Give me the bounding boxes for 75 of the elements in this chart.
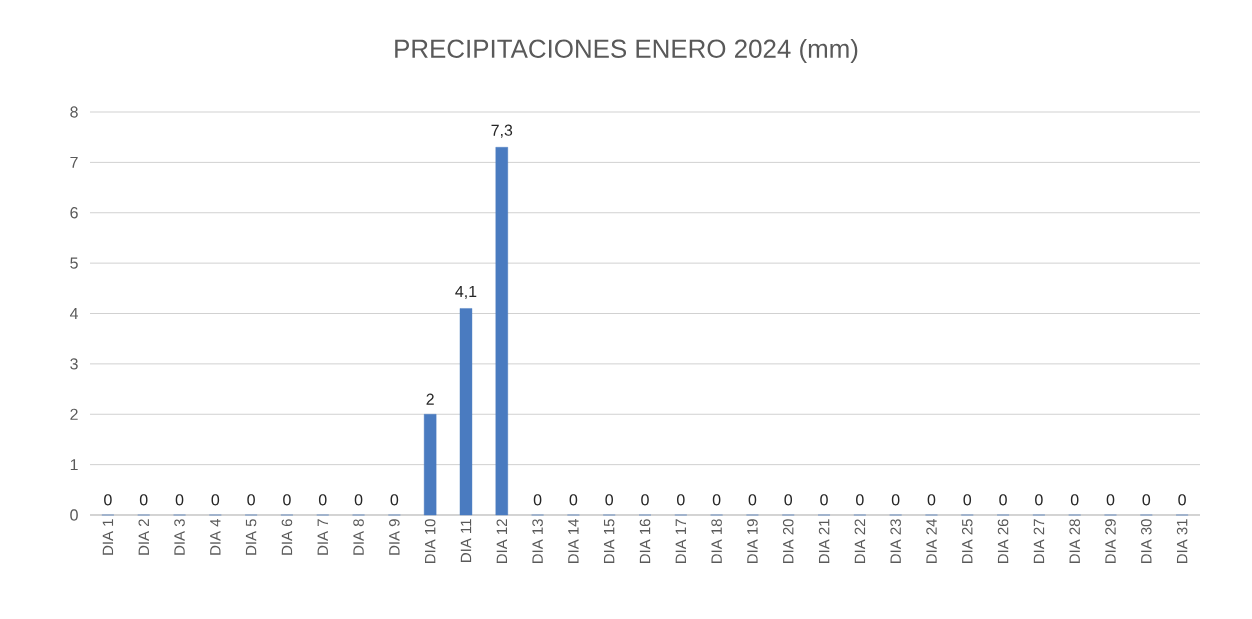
y-tick-label: 8 (70, 106, 78, 118)
data-label: 0 (677, 494, 685, 506)
data-label: 0 (175, 494, 184, 506)
data-label: 0 (318, 494, 327, 506)
x-tick-label: DIA 13 (532, 519, 543, 563)
x-tick-label: DIA 4 (210, 518, 221, 555)
x-tick-label: DIA 31 (1176, 519, 1188, 563)
y-tick-label: 5 (70, 257, 78, 269)
data-label: 7,3 (491, 124, 513, 138)
data-label: 0 (641, 494, 649, 506)
x-tick-label: DIA 28 (1069, 519, 1080, 563)
x-tick-label: DIA 7 (317, 519, 328, 555)
data-label: 0 (820, 494, 828, 506)
x-tick-label: DIA 17 (675, 519, 686, 563)
data-label: 0 (211, 494, 220, 506)
x-tick-label: DIA 24 (926, 518, 937, 563)
x-tick-label: DIA 30 (1141, 519, 1152, 563)
data-label: 0 (999, 494, 1007, 506)
x-tick-label: DIA 18 (711, 519, 722, 563)
data-label: 0 (891, 494, 900, 506)
data-label: 0 (605, 494, 613, 506)
x-tick-label: DIA 9 (389, 519, 400, 555)
data-label: 0 (1142, 494, 1151, 506)
x-tick-label: DIA 11 (460, 519, 472, 562)
data-label: 2 (426, 393, 434, 405)
y-tick-label: 3 (70, 358, 78, 370)
data-label: 0 (927, 494, 936, 506)
x-tick-label: DIA 15 (603, 519, 615, 563)
x-tick-label: DIA 2 (138, 519, 149, 555)
x-tick-label: DIA 27 (1033, 519, 1045, 563)
y-tick-label: 6 (70, 207, 78, 219)
x-tick-label: DIA 10 (424, 519, 436, 563)
y-tick-label: 7 (70, 156, 78, 168)
data-label: 0 (283, 494, 291, 506)
data-label: 0 (1106, 494, 1115, 506)
data-label: 0 (354, 494, 363, 506)
x-tick-label: DIA 12 (496, 519, 507, 563)
data-label: 0 (533, 494, 542, 506)
data-label: 0 (569, 494, 578, 506)
y-tick-label: 2 (70, 408, 78, 420)
data-label: 0 (963, 494, 972, 506)
data-label: 0 (104, 494, 112, 506)
x-tick-label: DIA 3 (174, 519, 185, 555)
data-label: 0 (1178, 494, 1186, 506)
x-tick-label: DIA 23 (890, 519, 901, 563)
bar (423, 414, 437, 516)
data-label: 4,1 (455, 285, 477, 299)
x-tick-label: DIA 19 (747, 519, 758, 563)
x-tick-label: DIA 26 (997, 519, 1009, 563)
data-label: 0 (1070, 494, 1079, 506)
data-label: 0 (748, 494, 757, 506)
x-tick-label: DIA 5 (245, 519, 257, 555)
x-tick-label: DIA 22 (854, 519, 866, 563)
x-tick-label: DIA 21 (818, 519, 830, 563)
x-tick-label: DIA 16 (639, 519, 651, 563)
x-tick-label: DIA 8 (353, 519, 364, 555)
data-label: 0 (247, 494, 255, 506)
data-label: 0 (139, 494, 148, 506)
y-tick-label: 0 (70, 509, 78, 521)
bar (495, 147, 508, 516)
x-tick-label: DIA 6 (281, 519, 293, 555)
data-label: 0 (784, 494, 793, 506)
x-tick-label: DIA 29 (1105, 519, 1116, 563)
bar (459, 308, 473, 516)
data-label: 0 (390, 494, 399, 506)
data-label: 0 (712, 494, 721, 506)
chart-title: PRECIPITACIONES ENERO 2024 (mm) (395, 38, 858, 64)
data-label: 0 (1035, 494, 1043, 506)
data-label: 0 (856, 494, 864, 506)
x-tick-label: DIA 1 (102, 519, 114, 555)
y-tick-label: 4 (69, 308, 79, 319)
x-tick-label: DIA 14 (568, 518, 579, 563)
x-tick-label: DIA 25 (961, 519, 973, 563)
x-tick-label: DIA 20 (782, 519, 794, 563)
y-tick-label: 1 (70, 459, 78, 471)
